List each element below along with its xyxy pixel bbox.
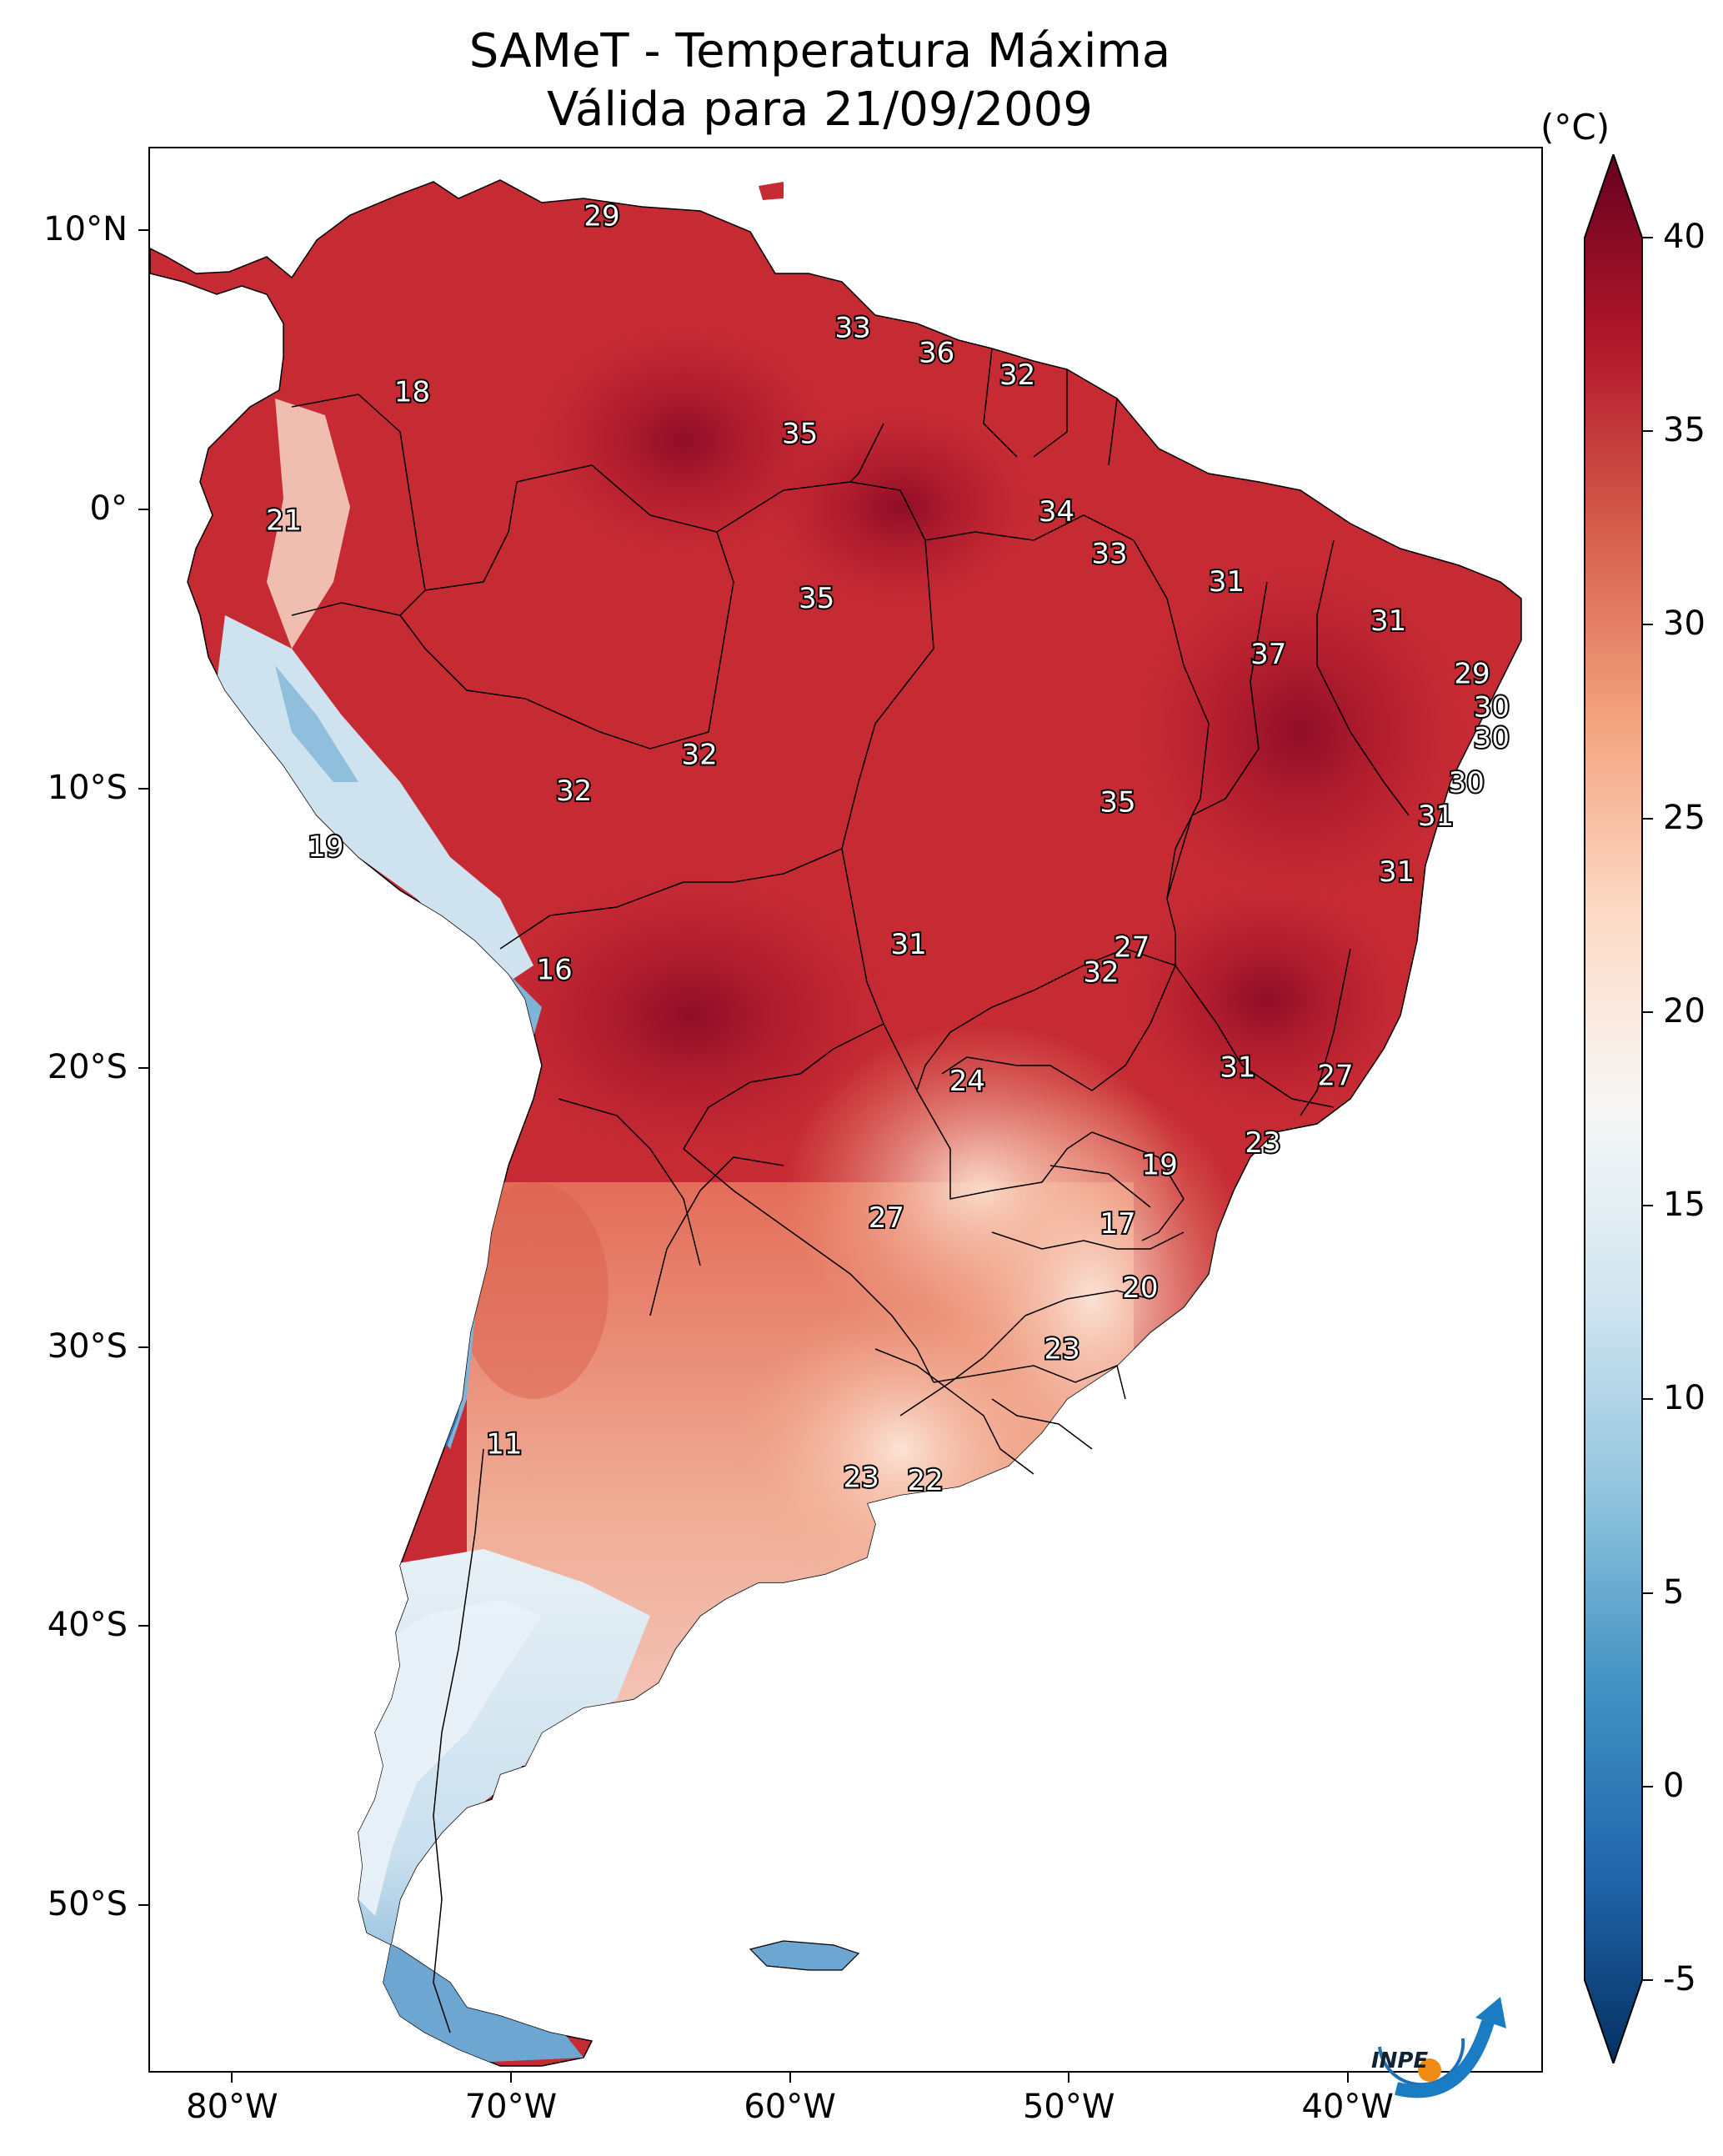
lat-tick [138, 1625, 148, 1627]
temperature-label: 24 [949, 1065, 985, 1098]
colorbar-tick [1643, 624, 1653, 626]
temperature-label: 21 [266, 504, 302, 537]
chart-title-line1: SAMeT - Temperatura Máxima [468, 24, 1171, 78]
colorbar-tick [1643, 1592, 1653, 1594]
temperature-label: 18 [394, 375, 430, 409]
colorbar-gradient [1584, 154, 1643, 2063]
temperature-label: 31 [1379, 855, 1415, 889]
colorbar-tick [1643, 1205, 1653, 1207]
lat-tick [138, 1066, 148, 1069]
colorbar-tick [1643, 1010, 1653, 1013]
colorbar-tick [1643, 1785, 1653, 1787]
temperature-label: 23 [1245, 1126, 1280, 1160]
logo-arrow-icon [1475, 1997, 1506, 2028]
temperature-label: 20 [1122, 1271, 1158, 1305]
temperature-label: 35 [782, 417, 818, 450]
temperature-label: 33 [1091, 537, 1127, 570]
logo-text: INPE [1371, 2048, 1428, 2073]
temperature-label: 22 [908, 1464, 944, 1497]
temperature-label: 31 [1220, 1050, 1255, 1084]
colorbar-tick [1643, 1398, 1653, 1401]
colorbar-tick-label: -5 [1663, 1960, 1696, 1998]
lon-tick [1346, 2073, 1349, 2083]
temperature-label: 30 [1474, 691, 1510, 725]
lat-tick-label: 10°S [47, 769, 128, 807]
colorbar-tick-label: 10 [1663, 1379, 1705, 1418]
colorbar-tick-label: 0 [1663, 1766, 1685, 1805]
colorbar-tick-label: 30 [1663, 604, 1705, 644]
colorbar [1584, 154, 1643, 2063]
lat-tick [138, 229, 148, 232]
colorbar-tick [1643, 817, 1653, 820]
lat-tick [138, 788, 148, 790]
lat-tick [138, 509, 148, 511]
temperature-label: 32 [999, 358, 1035, 392]
lat-tick [138, 1904, 148, 1907]
colorbar-tick-label: 25 [1663, 798, 1705, 837]
temperature-label: 35 [1099, 785, 1135, 819]
temperature-label: 32 [682, 738, 718, 771]
country-borders [291, 348, 1410, 2033]
temperature-label: 31 [1370, 604, 1406, 638]
temperature-label: 27 [1317, 1059, 1353, 1092]
temperature-label: 31 [1418, 800, 1454, 833]
temperature-label: 33 [835, 311, 871, 344]
colorbar-tick-label: 5 [1663, 1572, 1685, 1612]
map-panel: 29 33 36 32 18 35 34 21 33 31 35 31 37 29 30 30 32 30 32 35… [148, 147, 1543, 2073]
temperature-label: 23 [844, 1462, 879, 1495]
lon-tick-label: 60°W [744, 2088, 836, 2126]
temperature-label: 30 [1474, 721, 1510, 755]
lon-tick [509, 2073, 512, 2083]
colorbar-tick-label: 35 [1663, 411, 1705, 450]
temperature-label: 37 [1250, 638, 1286, 671]
lon-tick-label: 50°W [1022, 2088, 1115, 2126]
lon-tick-label: 70°W [464, 2088, 558, 2126]
chart-title-line2: Válida para 21/09/2009 [547, 83, 1093, 137]
temperature-label: 29 [584, 199, 619, 233]
temperature-label: 35 [799, 582, 834, 615]
lon-tick [231, 2073, 233, 2083]
temperature-label: 19 [308, 830, 343, 864]
colorbar-unit-label: (°C) [1540, 107, 1610, 148]
temperature-label: 32 [1083, 956, 1119, 990]
colorbar-tick-label: 20 [1663, 991, 1705, 1030]
lat-tick-label: 0° [89, 489, 128, 529]
trinidad-island [759, 182, 784, 200]
lat-tick-label: 40°S [47, 1606, 128, 1645]
lon-tick-label: 40°W [1301, 2088, 1394, 2126]
colorbar-tick [1643, 430, 1653, 433]
temperature-label: 27 [869, 1201, 904, 1235]
temperature-label: 19 [1142, 1149, 1178, 1182]
lat-tick-label: 30°S [47, 1326, 128, 1366]
temperature-label: 31 [890, 928, 926, 961]
lon-tick-label: 80°W [186, 2088, 278, 2126]
falkland-islands [749, 1940, 860, 1971]
lat-tick-label: 50°S [47, 1885, 128, 1924]
lat-tick-label: 10°N [43, 210, 128, 249]
temperature-label: 34 [1039, 495, 1074, 529]
temperature-label: 31 [1209, 565, 1245, 599]
logo-sun-icon [1418, 2058, 1441, 2082]
temperature-label: 29 [1454, 657, 1490, 690]
temperature-label: 16 [537, 953, 573, 986]
lat-tick-label: 20°S [47, 1047, 128, 1086]
lon-tick [1068, 2073, 1070, 2083]
temperature-label: 23 [1044, 1333, 1080, 1366]
temperature-label: 30 [1449, 766, 1485, 800]
colorbar-tick [1643, 237, 1653, 238]
temperature-label: 17 [1099, 1207, 1135, 1241]
inpe-logo: INPE [1371, 1997, 1506, 2098]
temperature-label: 32 [556, 775, 592, 808]
lon-tick [789, 2073, 791, 2083]
colorbar-tick-label: 40 [1663, 218, 1705, 256]
colorbar-tick-label: 15 [1663, 1186, 1705, 1225]
temperature-label: 27 [1114, 930, 1150, 964]
colorbar-tick [1643, 1979, 1653, 1981]
lat-tick [138, 1346, 148, 1348]
temperature-label: 36 [919, 336, 954, 369]
temperature-label: 11 [486, 1427, 522, 1461]
logo-swoosh-icon [1395, 2019, 1495, 2098]
